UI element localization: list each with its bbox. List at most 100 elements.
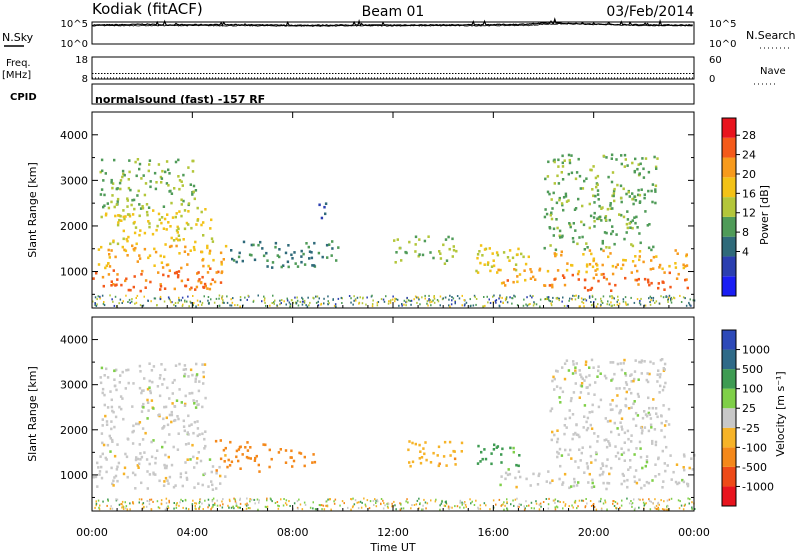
heat-cell [518,454,521,457]
heat-cell [235,455,238,459]
heat-cell [622,187,625,191]
heat-cell [178,388,181,391]
heat-cell [238,251,241,255]
heat-cell [643,410,646,413]
heat-cell [174,305,177,307]
heat-cell [153,264,156,267]
heat-cell [191,191,194,194]
heat-cell [419,461,423,465]
heat-cell [550,407,554,410]
heat-cell [138,501,140,504]
heat-cell [330,254,333,257]
heat-cell [375,502,377,504]
colorbar-frame [721,329,737,507]
heat-cell [610,430,613,434]
heat-cell [419,450,422,453]
heat-cell [628,502,631,505]
heat-cell [111,409,114,413]
heat-cell [491,252,494,255]
heat-cell [141,205,144,208]
heat-cell [203,282,207,286]
heat-cell [620,267,623,270]
heat-cell [627,407,631,410]
heat-cell [682,466,685,469]
heat-cell [532,472,535,476]
heat-cell [264,297,266,300]
heat-cell [539,298,542,301]
heat-cell [210,237,214,240]
heat-cell [608,246,611,249]
heat-cell [613,242,616,246]
heat-cell [231,257,234,261]
heat-cell [597,365,600,368]
heat-cell [555,297,558,300]
heat-cell [199,498,201,501]
heat-cell [300,260,303,264]
heat-cell [245,507,248,510]
heat-cell [288,301,291,304]
heat-cell [257,243,260,247]
heat-cell [270,457,273,461]
heat-cell [120,219,123,222]
heat-cell [181,484,184,488]
heat-cell [452,297,455,300]
heat-cell [198,380,201,383]
heat-cell [207,498,210,501]
heat-cell [112,479,115,483]
heat-cell [175,271,178,275]
heat-cell [613,421,616,425]
heat-cell [585,386,588,389]
heat-cell [405,300,408,303]
heat-cell [520,252,523,256]
heat-cell [226,465,229,469]
heat-cell [138,233,141,237]
heat-cell [633,480,637,483]
heat-cell [150,300,152,303]
beam-title: Beam 01 [362,4,425,20]
heat-cell [111,186,114,190]
heat-cell [488,298,490,301]
heat-cell [157,506,160,509]
heat-cell [122,472,126,476]
heat-cell [438,250,441,253]
heat-cell [189,458,192,461]
heat-cell [188,288,192,291]
x-tick-label: 12:00 [377,526,409,539]
heat-cell [563,283,567,287]
heat-cell [603,231,607,234]
heat-cell [606,303,608,306]
heat-cell [115,187,118,191]
heat-cell [605,231,608,235]
heat-cell [674,480,678,484]
x-tick-label: 08:00 [277,526,309,539]
heat-cell [150,508,153,511]
heat-cell [624,381,628,384]
heat-cell [138,443,141,446]
heat-cell [106,202,109,205]
heat-cell [670,497,673,500]
heat-cell [596,193,600,196]
heat-cell [562,507,564,510]
heat-cell [199,505,201,508]
heat-cell [237,506,239,509]
heat-cell [325,500,328,503]
heat-cell [616,183,619,187]
heat-cell [666,464,669,467]
heat-cell [399,508,402,511]
heat-cell [613,505,616,507]
heat-cell [350,508,352,511]
heat-cell [498,498,501,501]
heat-cell [174,364,178,367]
heat-cell [514,295,516,298]
heat-cell [563,377,567,381]
heat-cell [182,500,184,503]
heat-cell [128,298,131,301]
heat-cell [411,441,414,445]
heat-cell [644,157,648,160]
heat-cell [211,465,215,468]
heat-cell [138,257,142,260]
heat-cell [203,447,206,450]
heat-cell [447,505,450,508]
heat-cell [558,477,561,481]
heat-cell [303,299,306,302]
